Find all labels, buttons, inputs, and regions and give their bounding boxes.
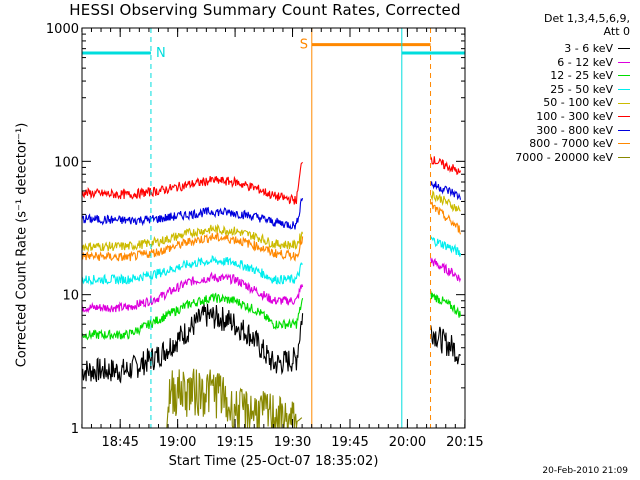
attenuator-state: Att 0	[603, 25, 630, 38]
series-line-6-12-kev	[81, 257, 462, 314]
legend-label: 6 - 12 keV	[557, 55, 613, 69]
legend-swatch	[618, 143, 630, 145]
legend-label: 50 - 100 keV	[543, 96, 613, 110]
legend-entry: 25 - 50 keV	[470, 83, 630, 97]
y-tick-label: 1	[71, 422, 79, 437]
flag-label-s: S	[300, 38, 308, 53]
y-axis-label: Corrected Count Rate (s⁻¹ detector⁻¹)	[14, 122, 30, 368]
legend-label: 3 - 6 keV	[564, 42, 613, 55]
chart-title: HESSI Observing Summary Count Rates, Cor…	[69, 1, 461, 19]
legend-swatch	[618, 75, 630, 77]
series-line-12-25-kev	[81, 290, 462, 341]
legend-entry: 6 - 12 keV	[470, 56, 630, 70]
legend-swatch	[618, 89, 630, 91]
series-line-50-100-kev	[81, 189, 461, 253]
y-tick-label: 100	[54, 155, 79, 170]
legend-label: 100 - 300 keV	[536, 109, 613, 123]
series-line-800-7000-kev	[82, 201, 462, 262]
series-line-7000-20000-kev	[82, 368, 303, 429]
legend-entry: 7000 - 20000 keV	[470, 151, 630, 165]
legend-swatch	[618, 102, 630, 104]
legend-entry: 300 - 800 keV	[470, 124, 630, 138]
x-tick-label: 19:15	[216, 435, 253, 450]
detector-info: Det 1,3,4,5,6,9, Att 0	[510, 12, 630, 38]
legend-swatch	[618, 157, 630, 159]
legend-entry: 50 - 100 keV	[470, 96, 630, 110]
legend-swatch	[618, 116, 630, 118]
legend-label: 12 - 25 keV	[550, 69, 613, 83]
legend-entry: 12 - 25 keV	[470, 69, 630, 83]
detector-list: Det 1,3,4,5,6,9,	[543, 12, 630, 25]
series-line-300-800-kev	[81, 181, 462, 230]
legend-swatch	[618, 61, 630, 63]
legend-label: 800 - 7000 keV	[529, 137, 613, 151]
legend-entry: 800 - 7000 keV	[470, 137, 630, 151]
legend-swatch	[618, 48, 630, 50]
legend-label: 300 - 800 keV	[536, 123, 613, 137]
series-line-3-6-kev	[81, 303, 461, 384]
legend-swatch	[618, 129, 630, 131]
legend: 3 - 6 keV 6 - 12 keV 12 - 25 keV 25 - 50 ke…	[470, 42, 630, 164]
y-tick-label: 10	[62, 289, 79, 304]
generated-timestamp: 20-Feb-2010 21:09	[542, 466, 628, 476]
legend-entry: 3 - 6 keV	[470, 42, 630, 56]
x-tick-label: 19:45	[331, 435, 368, 450]
x-tick-label: 18:45	[101, 435, 138, 450]
x-axis-label: Start Time (25-Oct-07 18:35:02)	[168, 454, 379, 469]
legend-label: 25 - 50 keV	[550, 82, 613, 96]
series-line-100-300-kev	[81, 156, 462, 205]
legend-label: 7000 - 20000 keV	[515, 150, 613, 164]
legend-entry: 100 - 300 keV	[470, 110, 630, 124]
x-tick-label: 20:00	[389, 435, 426, 450]
x-tick-label: 19:30	[274, 435, 311, 450]
flag-label-n: N	[156, 46, 166, 61]
y-tick-label: 1000	[46, 22, 79, 37]
x-tick-label: 20:15	[446, 435, 483, 450]
x-tick-label: 19:00	[159, 435, 196, 450]
series-line-25-50-kev	[81, 236, 462, 286]
